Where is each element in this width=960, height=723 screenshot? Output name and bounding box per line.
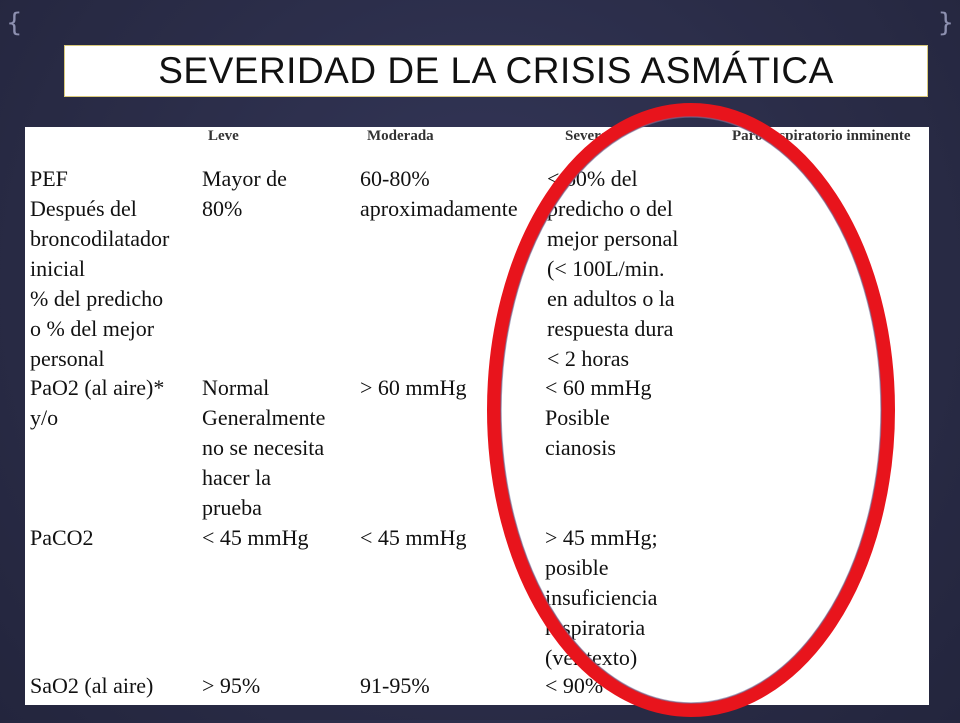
- row-pao2-severa: < 60 mmHg Posible cianosis: [545, 375, 652, 460]
- left-brace-decoration: {: [6, 8, 23, 38]
- row-sao2-severa: < 90%: [545, 673, 604, 698]
- row-sao2-label: SaO2 (al aire): [30, 673, 154, 698]
- row-sao2-leve: > 95%: [202, 673, 261, 698]
- row-pef-moderada: 60-80% aproximadamente: [360, 166, 518, 221]
- severity-table-image: Leve Moderada Severa Paro respiratorio i…: [25, 127, 929, 705]
- row-pef-severa: < 60% del predicho o del mejor personal …: [547, 166, 679, 371]
- row-pao2-label: PaO2 (al aire)* y/o: [30, 375, 165, 430]
- row-paco2-leve: < 45 mmHg: [202, 525, 309, 550]
- header-severa: Severa: [565, 128, 609, 144]
- row-pao2-moderada: > 60 mmHg: [360, 375, 467, 400]
- slide-title: SEVERIDAD DE LA CRISIS ASMÁTICA: [158, 50, 834, 91]
- row-paco2-moderada: < 45 mmHg: [360, 525, 467, 550]
- row-pef-label: PEF Después del broncodilatador inicial …: [30, 166, 170, 371]
- row-pef-leve: Mayor de 80%: [202, 166, 287, 221]
- row-sao2-moderada: 91-95%: [360, 673, 430, 698]
- header-leve: Leve: [208, 128, 239, 144]
- slide-title-box: SEVERIDAD DE LA CRISIS ASMÁTICA: [64, 45, 928, 97]
- row-paco2-severa: > 45 mmHg; posible insuficiencia respira…: [545, 525, 658, 670]
- row-pao2-leve: Normal Generalmente no se necesita hacer…: [202, 375, 326, 520]
- row-paco2-label: PaCO2: [30, 525, 94, 550]
- header-paro-respiratorio: Paro respiratorio inminente: [732, 128, 911, 144]
- header-moderada: Moderada: [367, 128, 434, 144]
- right-brace-decoration: }: [937, 8, 954, 38]
